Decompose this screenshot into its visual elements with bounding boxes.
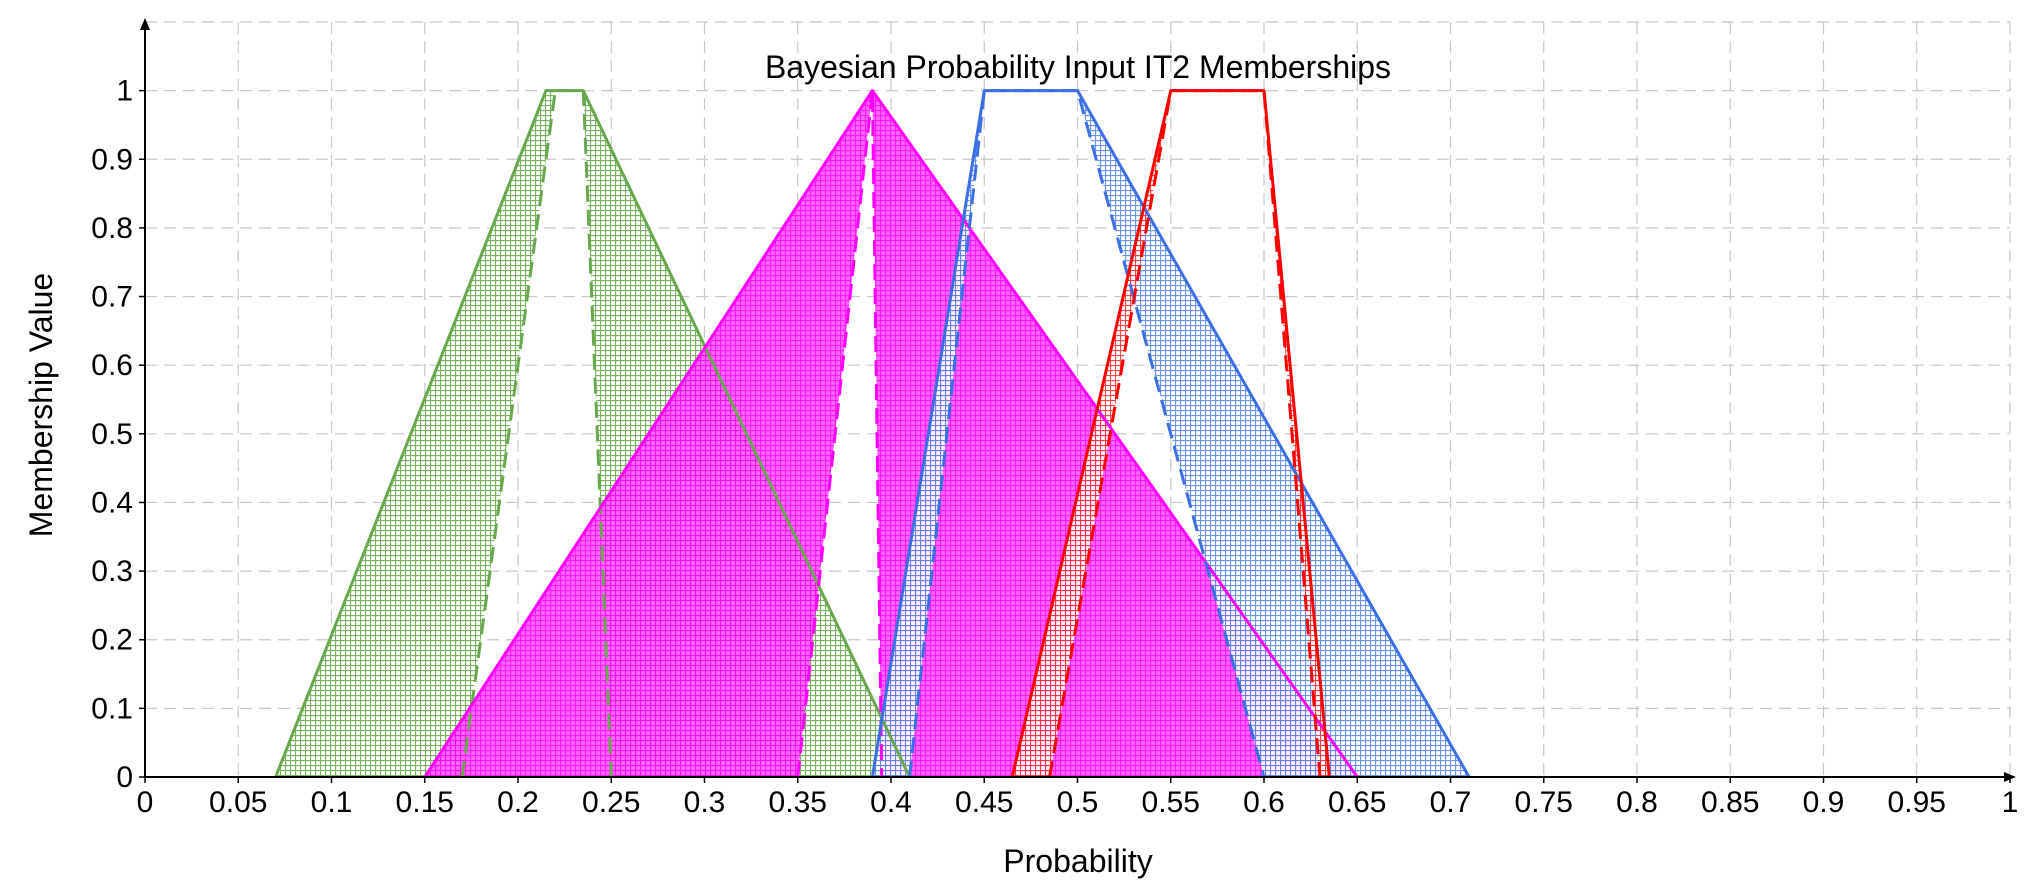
x-tick-label: 0.8 [1616,786,1658,819]
y-tick-label: 0.1 [91,692,133,725]
y-tick-label: 0.3 [91,555,133,588]
x-tick-label: 0.15 [396,786,454,819]
lower-mf-red [1048,89,1322,778]
y-tick-label: 0.2 [91,624,133,657]
chart-title: Bayesian Probability Input IT2 Membershi… [765,49,1391,85]
footprint-red [1012,90,1330,778]
x-tick-label: 0.4 [870,786,912,819]
x-tick-label: 0.7 [1430,786,1472,819]
y-axis-arrow-icon [140,18,150,30]
x-tick-label: 0.6 [1243,786,1285,819]
x-tick-label: 0.95 [1888,786,1946,819]
y-tick-label: 0.5 [91,418,133,451]
y-tick-label: 0 [116,761,133,794]
x-tick-label: 0.45 [955,786,1013,819]
y-tick-label: 0.9 [91,143,133,176]
y-tick-label: 0.4 [91,486,133,519]
x-tick-label: 0.2 [497,786,539,819]
ticks: 0 0.05 0.1 0.15 0.2 0.25 0.3 0.35 0.4 0.45 0.5 0.55… [91,75,2018,819]
x-tick-label: 0.25 [582,786,640,819]
upper-mf-magenta [423,89,1359,778]
x-tick-label: 0.65 [1328,786,1386,819]
upper-mf-red [1010,89,1331,778]
y-axis-label: Membership Value [23,273,59,537]
y-tick-label: 0.7 [91,281,133,314]
x-tick-label: 0.9 [1803,786,1845,819]
x-tick-label: 0.75 [1515,786,1573,819]
x-tick-label: 0.35 [769,786,827,819]
x-tick-label: 0.5 [1057,786,1099,819]
lower-mf-magenta [796,89,884,778]
x-tick-label: 0.3 [684,786,726,819]
x-tick-label: 0 [137,786,154,819]
y-tick-label: 0.6 [91,349,133,382]
y-tick-label: 1 [116,75,133,108]
x-tick-label: 0.85 [1701,786,1759,819]
lower-mf-blue [908,89,1266,778]
x-tick-label: 0.05 [209,786,267,819]
upper-mf-blue [870,89,1471,778]
footprint-magenta [424,90,1358,778]
x-axis-label: Probability [1003,843,1152,879]
lower-mf-green [460,89,613,778]
x-tick-label: 0.1 [311,786,353,819]
x-tick-label: 1 [2002,786,2019,819]
y-tick-label: 0.8 [91,212,133,245]
x-tick-label: 0.55 [1142,786,1200,819]
